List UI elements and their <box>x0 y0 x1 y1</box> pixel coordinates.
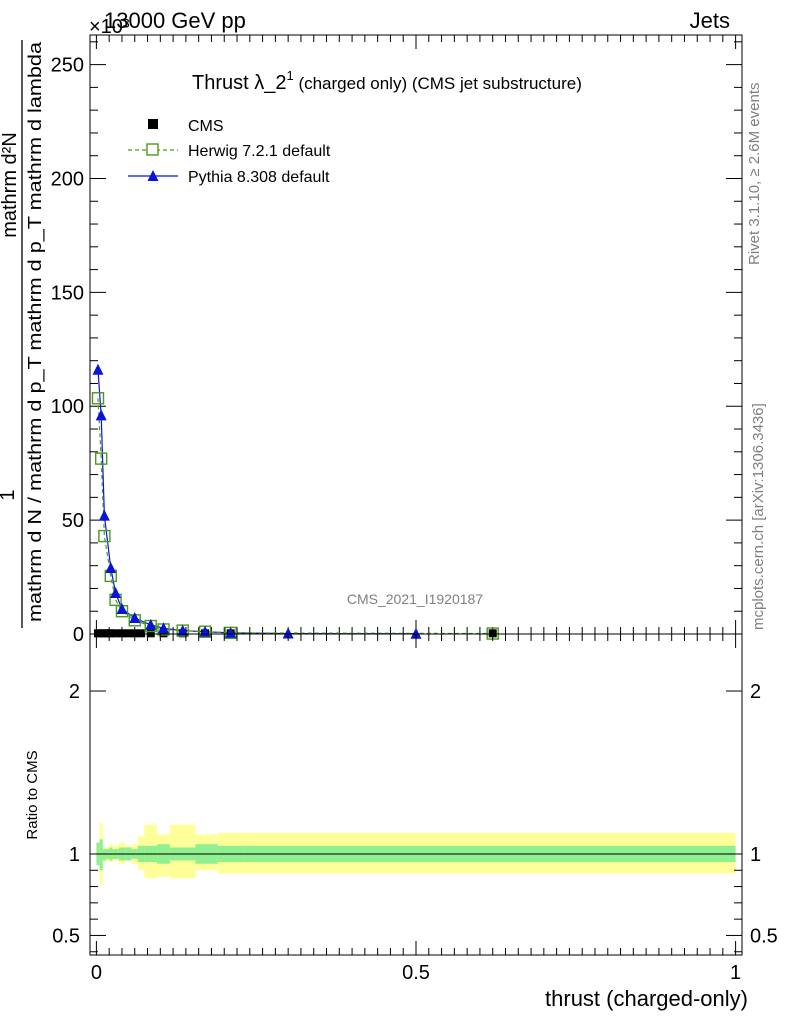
legend-herwig-label: Herwig 7.2.1 default <box>188 143 331 160</box>
cms-point <box>117 629 126 638</box>
x-tick-label: 1 <box>730 962 741 984</box>
ratio-y-axis: 0.5 0.5 1 1 2 2 <box>52 681 778 953</box>
stat-uncertainty-band <box>102 849 106 861</box>
chart-title: Thrust λ_21 (charged only) (CMS jet subs… <box>192 68 582 94</box>
title-rest: (charged only) (CMS jet substructure) <box>294 74 582 93</box>
ratio-plot-frame <box>89 633 743 956</box>
title-main: Thrust λ_2 <box>192 72 286 94</box>
herwig-point <box>94 452 108 465</box>
ratio-y-tick-label-right: 1 <box>750 844 761 866</box>
main-y-tick-label: 250 <box>51 55 84 77</box>
y-label-d2n: mathrm d²N <box>0 132 21 238</box>
cms-point <box>159 629 168 638</box>
herwig-point <box>98 529 111 543</box>
cms-point <box>488 629 497 638</box>
ratio-y-tick-label-right: 2 <box>750 681 761 703</box>
y-multiplier: ×10³ <box>89 16 130 38</box>
pythia-point <box>282 627 294 639</box>
main-y-tick-label: 50 <box>62 510 84 532</box>
legend-cms-marker <box>148 119 158 129</box>
pythia-point <box>129 612 141 624</box>
main-y-axis-label: 1 mathrm d²N mathrm d N / mathrm d p_T m… <box>0 40 46 628</box>
pythia-point <box>145 618 157 630</box>
legend-herwig-marker <box>146 143 159 156</box>
legend-pythia-label: Pythia 8.308 default <box>188 169 330 186</box>
ratio-y-tick-label: 1 <box>69 844 80 866</box>
main-y-axis: 0 50 100 150 200 250 <box>51 41 742 646</box>
cms-point <box>124 629 133 638</box>
main-y-tick-label: 100 <box>51 396 84 418</box>
ratio-y-tick-label-right: 0.5 <box>750 925 778 947</box>
main-y-tick-label: 150 <box>51 282 84 304</box>
cms-point <box>130 629 139 638</box>
pythia-point <box>225 626 237 638</box>
analysis-watermark: CMS_2021_I1920187 <box>347 591 483 607</box>
ratio-plot-panel: 0.5 0.51 12 2 0 0.5 1 Ratio to CMS thrust (ch… <box>24 633 778 1011</box>
ratio-x-axis: 0 0.5 1 <box>91 634 741 984</box>
cms-point <box>137 629 146 638</box>
pythia-point <box>158 622 170 634</box>
x-tick-label: 0 <box>91 962 102 984</box>
mcplots-label: mcplots.cern.ch [arXiv:1306.3436] <box>750 403 767 630</box>
main-plot-marks <box>91 363 499 640</box>
cms-point <box>106 629 115 638</box>
cms-point <box>111 629 120 638</box>
pythia-point <box>105 561 117 573</box>
ratio-uncertainty-bands <box>96 823 736 884</box>
pythia-point <box>410 627 422 639</box>
pythia-point <box>92 363 104 375</box>
stat-uncertainty-band <box>99 839 103 871</box>
ratio-y-tick-label: 2 <box>69 681 80 703</box>
main-y-tick-label: 0 <box>73 624 84 646</box>
rivet-label: Rivet 3.1.10, ≥ 2.6M events <box>746 83 763 266</box>
pythia-point <box>95 409 107 421</box>
y-label-denominator: mathrm d N / mathrm d p_T mathrm d p_T m… <box>25 41 46 622</box>
ratio-y-tick-label: 0.5 <box>52 925 80 947</box>
cms-point <box>146 629 155 638</box>
energy-label: 13000 GeV pp <box>104 8 246 33</box>
y-label-one: 1 <box>0 489 19 500</box>
legend: CMS Herwig 7.2.1 default Pythia 8.308 de… <box>128 118 331 186</box>
legend-cms-label: CMS <box>188 118 224 135</box>
process-label: Jets <box>690 8 730 33</box>
title-superscript: 1 <box>286 68 293 83</box>
pythia-point <box>116 602 128 614</box>
x-tick-label: 0.5 <box>402 962 430 984</box>
pythia-point <box>110 587 122 599</box>
ratio-y-label: Ratio to CMS <box>24 750 41 839</box>
pythia-point <box>98 509 110 521</box>
herwig-point <box>91 392 105 405</box>
pythia-point <box>177 624 189 636</box>
x-axis-label: thrust (charged-only) <box>545 986 748 1011</box>
main-y-tick-label: 200 <box>51 168 84 190</box>
legend-pythia-marker <box>147 170 159 181</box>
